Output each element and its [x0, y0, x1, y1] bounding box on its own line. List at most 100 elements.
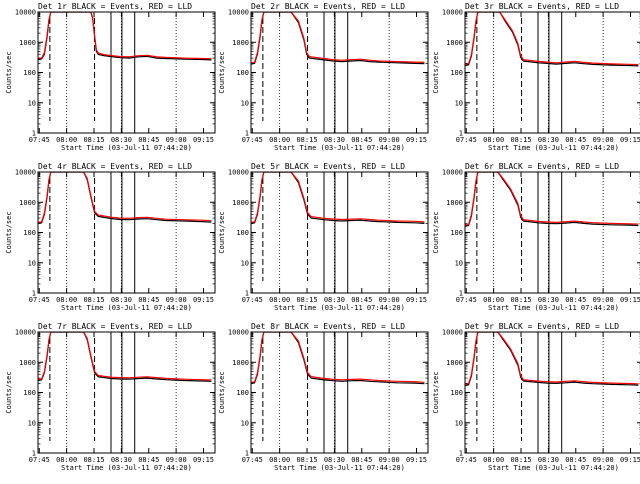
- y-tick-label: 100: [236, 389, 249, 397]
- y-tick-label: 1: [245, 450, 249, 458]
- x-tick-label: 08:30: [324, 456, 345, 464]
- x-tick-label: 08:15: [83, 136, 104, 144]
- x-tick-label: 08:00: [483, 296, 504, 304]
- detector-panel-7: Det 7r BLACK = Events, RED = LLD 1 10 100 10…: [5, 322, 216, 472]
- series-lld-line: [251, 332, 425, 383]
- y-tick-label: 1000: [446, 199, 463, 207]
- x-tick-label: 09:15: [193, 456, 214, 464]
- series-events-line: [38, 332, 212, 382]
- x-tick-label: 08:15: [83, 296, 104, 304]
- y-tick-label: 1000: [232, 39, 249, 47]
- y-tick-label: 10: [241, 99, 249, 107]
- y-tick-label: 100: [23, 69, 36, 77]
- y-tick-label: 10000: [15, 329, 36, 337]
- y-tick-label: 100: [450, 69, 463, 77]
- series-events-line: [38, 172, 212, 224]
- detector-panel-3: Det 3r BLACK = Events, RED = LLD 1 10 100 10…: [432, 2, 640, 152]
- y-tick-label: 1: [459, 290, 463, 298]
- x-tick-label: 09:15: [406, 296, 427, 304]
- y-axis-label: Counts/sec: [432, 51, 440, 93]
- panel-title: Det 8r BLACK = Events, RED = LLD: [251, 322, 405, 331]
- series-events-line: [251, 12, 425, 65]
- y-tick-label: 100: [450, 229, 463, 237]
- y-tick-label: 100: [236, 229, 249, 237]
- x-tick-label: 08:00: [269, 136, 290, 144]
- series-events-line: [251, 172, 425, 224]
- x-tick-label: 08:30: [538, 136, 559, 144]
- y-tick-label: 10000: [228, 329, 249, 337]
- x-axis-label: Start Time (03-Jul-11 07:44:20): [488, 464, 619, 472]
- y-axis-label: Counts/sec: [218, 211, 226, 253]
- x-axis-label: Start Time (03-Jul-11 07:44:20): [61, 304, 192, 312]
- panel-title: Det 5r BLACK = Events, RED = LLD: [251, 162, 405, 171]
- plot-frame: [250, 331, 429, 454]
- x-tick-label: 08:00: [483, 456, 504, 464]
- y-tick-label: 10: [28, 419, 36, 427]
- series-events-line: [465, 332, 639, 387]
- y-tick-label: 1000: [446, 359, 463, 367]
- y-tick-label: 1: [459, 450, 463, 458]
- x-tick-label: 07:45: [456, 136, 477, 144]
- y-tick-label: 1000: [232, 199, 249, 207]
- panel-title: Det 3r BLACK = Events, RED = LLD: [465, 2, 619, 11]
- series-lld-line: [38, 332, 212, 381]
- x-tick-label: 09:00: [593, 456, 614, 464]
- y-tick-label: 1: [32, 130, 36, 138]
- y-tick-label: 1: [245, 290, 249, 298]
- y-axis-label: Counts/sec: [432, 211, 440, 253]
- series-events-line: [38, 12, 212, 61]
- y-tick-label: 10000: [442, 9, 463, 17]
- x-tick-label: 09:00: [593, 296, 614, 304]
- y-tick-label: 10000: [228, 9, 249, 17]
- x-axis-label: Start Time (03-Jul-11 07:44:20): [61, 464, 192, 472]
- y-tick-label: 1000: [19, 39, 36, 47]
- x-tick-label: 07:45: [29, 296, 50, 304]
- y-tick-label: 1000: [232, 359, 249, 367]
- detector-panel-5: Det 5r BLACK = Events, RED = LLD 1 10 100 10…: [218, 162, 429, 312]
- y-tick-label: 10: [241, 419, 249, 427]
- x-tick-label: 08:45: [351, 296, 372, 304]
- y-tick-label: 1: [459, 130, 463, 138]
- x-tick-label: 08:45: [138, 296, 159, 304]
- plot-frame: [250, 11, 429, 134]
- x-axis-label: Start Time (03-Jul-11 07:44:20): [274, 304, 405, 312]
- x-tick-label: 07:45: [456, 456, 477, 464]
- x-tick-label: 08:00: [56, 456, 77, 464]
- y-axis-label: Counts/sec: [5, 51, 13, 93]
- y-tick-label: 10: [455, 99, 463, 107]
- x-tick-label: 08:30: [324, 136, 345, 144]
- plot-frame: [37, 11, 216, 134]
- series-lld-line: [465, 12, 639, 66]
- y-tick-label: 10: [28, 99, 36, 107]
- panel-title: Det 7r BLACK = Events, RED = LLD: [38, 322, 192, 331]
- y-tick-label: 10: [455, 259, 463, 267]
- x-tick-label: 08:15: [296, 456, 317, 464]
- y-axis-label: Counts/sec: [5, 211, 13, 253]
- y-tick-label: 1: [245, 130, 249, 138]
- x-tick-label: 08:45: [565, 456, 586, 464]
- x-tick-label: 09:15: [406, 456, 427, 464]
- x-tick-label: 08:00: [269, 296, 290, 304]
- x-tick-label: 09:00: [166, 136, 187, 144]
- x-tick-label: 08:30: [111, 456, 132, 464]
- series-lld-line: [38, 172, 212, 223]
- x-tick-label: 08:00: [56, 296, 77, 304]
- y-tick-label: 1000: [19, 359, 36, 367]
- series-events-line: [465, 12, 639, 67]
- plot-frame: [37, 171, 216, 294]
- x-tick-label: 08:30: [111, 296, 132, 304]
- x-tick-label: 09:15: [193, 296, 214, 304]
- series-events-line: [251, 332, 425, 385]
- plot-frame: [464, 171, 640, 294]
- y-tick-label: 10000: [228, 169, 249, 177]
- x-axis-label: Start Time (03-Jul-11 07:44:20): [61, 144, 192, 152]
- y-axis-label: Counts/sec: [432, 371, 440, 413]
- panel-title: Det 6r BLACK = Events, RED = LLD: [465, 162, 619, 171]
- x-tick-label: 08:00: [483, 136, 504, 144]
- y-tick-label: 10: [241, 259, 249, 267]
- y-tick-label: 10: [28, 259, 36, 267]
- y-tick-label: 10000: [15, 9, 36, 17]
- x-tick-label: 08:00: [269, 456, 290, 464]
- x-tick-label: 08:15: [296, 136, 317, 144]
- x-tick-label: 09:00: [379, 456, 400, 464]
